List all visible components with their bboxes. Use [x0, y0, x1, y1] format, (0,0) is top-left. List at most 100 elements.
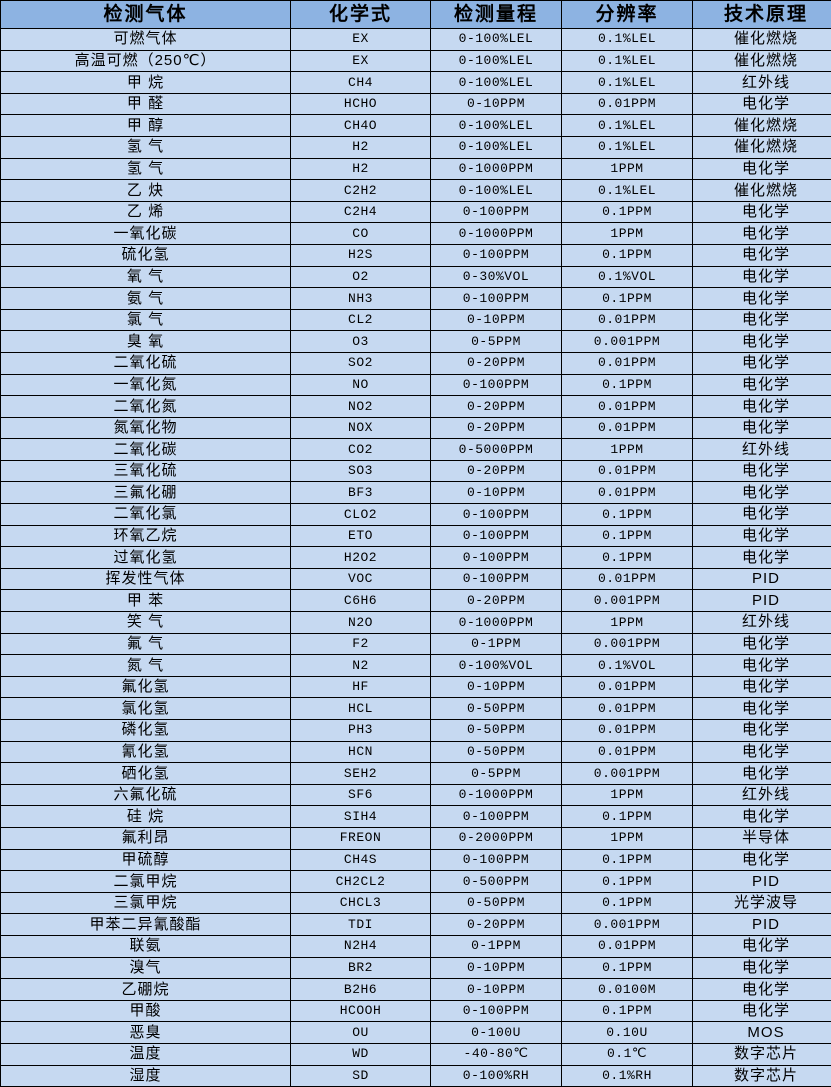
cell-technology: 光学波导: [693, 892, 831, 914]
cell-formula: C6H6: [291, 590, 431, 612]
cell-technology: 电化学: [693, 676, 831, 698]
cell-range: 0-50PPM: [431, 892, 562, 914]
cell-resolution: 0.1%LEL: [562, 29, 693, 51]
cell-resolution: 0.1PPM: [562, 201, 693, 223]
cell-resolution: 0.01PPM: [562, 309, 693, 331]
cell-gas-name: 甲苯二异氰酸酯: [1, 914, 291, 936]
cell-range: 0-1000PPM: [431, 223, 562, 245]
cell-range: 0-2000PPM: [431, 827, 562, 849]
cell-formula: H2S: [291, 244, 431, 266]
cell-resolution: 0.1%LEL: [562, 50, 693, 72]
cell-resolution: 0.01PPM: [562, 741, 693, 763]
cell-resolution: 0.01PPM: [562, 460, 693, 482]
cell-formula: OU: [291, 1022, 431, 1044]
cell-gas-name: 氟利昂: [1, 827, 291, 849]
cell-gas-name: 氰化氢: [1, 741, 291, 763]
cell-range: 0-100U: [431, 1022, 562, 1044]
cell-formula: C2H4: [291, 201, 431, 223]
cell-technology: 电化学: [693, 482, 831, 504]
cell-gas-name: 氢 气: [1, 136, 291, 158]
cell-formula: F2: [291, 633, 431, 655]
column-header-gas-name: 检测气体: [1, 1, 291, 29]
cell-range: 0-100%LEL: [431, 115, 562, 137]
cell-formula: CO: [291, 223, 431, 245]
cell-range: 0-10PPM: [431, 957, 562, 979]
cell-gas-name: 氮氧化物: [1, 417, 291, 439]
cell-formula: H2O2: [291, 547, 431, 569]
cell-gas-name: 氯化氢: [1, 698, 291, 720]
cell-gas-name: 甲酸: [1, 1000, 291, 1022]
cell-formula: HCOOH: [291, 1000, 431, 1022]
cell-technology: 电化学: [693, 547, 831, 569]
cell-resolution: 0.01PPM: [562, 568, 693, 590]
cell-technology: 电化学: [693, 979, 831, 1001]
cell-gas-name: 甲硫醇: [1, 849, 291, 871]
cell-formula: FREON: [291, 827, 431, 849]
table-header: 检测气体 化学式 检测量程 分辨率 技术原理 寿 命: [1, 1, 831, 29]
cell-range: 0-20PPM: [431, 590, 562, 612]
cell-formula: WD: [291, 1043, 431, 1065]
cell-formula: BF3: [291, 482, 431, 504]
cell-gas-name: 联氨: [1, 935, 291, 957]
cell-resolution: 0.1PPM: [562, 957, 693, 979]
cell-range: 0-20PPM: [431, 417, 562, 439]
cell-resolution: 1PPM: [562, 612, 693, 634]
cell-technology: 半导体: [693, 827, 831, 849]
cell-range: 0-100%LEL: [431, 29, 562, 51]
cell-technology: 催化燃烧: [693, 29, 831, 51]
cell-resolution: 0.01PPM: [562, 93, 693, 115]
cell-gas-name: 环氧乙烷: [1, 525, 291, 547]
cell-technology: 电化学: [693, 935, 831, 957]
cell-formula: EX: [291, 29, 431, 51]
cell-formula: H2: [291, 136, 431, 158]
cell-gas-name: 氢 气: [1, 158, 291, 180]
cell-range: 0-100PPM: [431, 525, 562, 547]
cell-gas-name: 恶臭: [1, 1022, 291, 1044]
cell-technology: 催化燃烧: [693, 115, 831, 137]
cell-technology: 电化学: [693, 288, 831, 310]
cell-resolution: 0.01PPM: [562, 698, 693, 720]
cell-formula: CO2: [291, 439, 431, 461]
cell-technology: 数字芯片: [693, 1065, 831, 1087]
cell-resolution: 0.1%VOL: [562, 266, 693, 288]
cell-gas-name: 溴气: [1, 957, 291, 979]
cell-formula: CHCL3: [291, 892, 431, 914]
column-header-range: 检测量程: [431, 1, 562, 29]
cell-resolution: 0.1%LEL: [562, 136, 693, 158]
cell-formula: CLO2: [291, 504, 431, 526]
cell-range: 0-500PPM: [431, 871, 562, 893]
cell-technology: 电化学: [693, 763, 831, 785]
cell-technology: 电化学: [693, 417, 831, 439]
cell-resolution: 1PPM: [562, 223, 693, 245]
cell-gas-name: 氮 气: [1, 655, 291, 677]
cell-formula: HCL: [291, 698, 431, 720]
cell-resolution: 0.1%LEL: [562, 72, 693, 94]
cell-resolution: 0.1%LEL: [562, 180, 693, 202]
cell-resolution: 0.1℃: [562, 1043, 693, 1065]
cell-formula: HCHO: [291, 93, 431, 115]
cell-technology: 电化学: [693, 741, 831, 763]
column-header-formula: 化学式: [291, 1, 431, 29]
cell-range: 0-5PPM: [431, 331, 562, 353]
cell-gas-name: 磷化氢: [1, 720, 291, 742]
cell-range: 0-1PPM: [431, 935, 562, 957]
cell-gas-name: 甲 苯: [1, 590, 291, 612]
cell-gas-name: 硅 烷: [1, 806, 291, 828]
cell-range: 0-100PPM: [431, 806, 562, 828]
cell-technology: 电化学: [693, 655, 831, 677]
